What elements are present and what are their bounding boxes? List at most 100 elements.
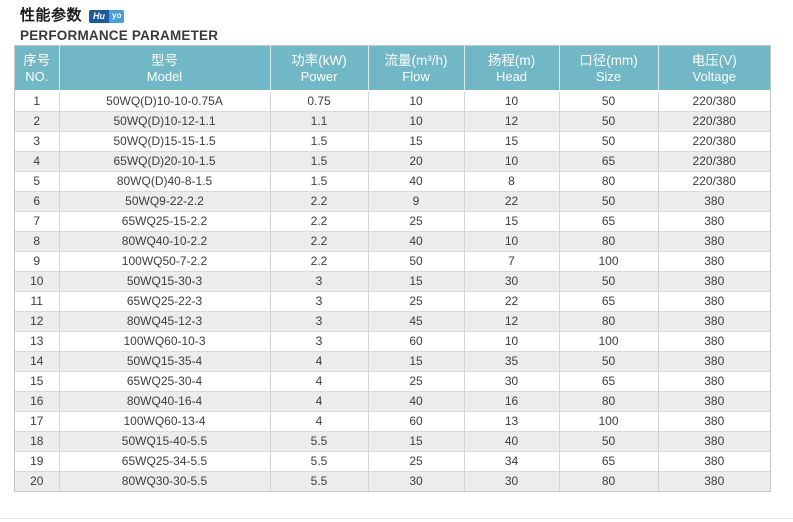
cell-model: 50WQ15-40-5.5: [59, 430, 271, 451]
cell-no: 9: [15, 250, 60, 271]
cell-flow: 9: [368, 190, 465, 211]
cell-size: 100: [559, 330, 659, 351]
cell-flow: 15: [368, 130, 465, 151]
cell-flow: 15: [368, 350, 465, 371]
cell-voltage: 380: [658, 350, 770, 371]
cell-power: 1.5: [270, 170, 369, 191]
cell-voltage: 380: [658, 270, 770, 291]
cell-voltage: 380: [658, 310, 770, 331]
cell-size: 50: [559, 190, 659, 211]
column-header-label-en: Head: [495, 68, 528, 84]
column-header-label-zh: 功率(kW): [291, 52, 347, 68]
cell-size: 50: [559, 350, 659, 371]
footer-divider-line: [0, 518, 793, 519]
cell-size: 50: [559, 130, 659, 151]
cell-model: 65WQ25-30-4: [59, 370, 271, 391]
cell-size: 80: [559, 390, 659, 411]
cell-power: 5.5: [270, 450, 369, 471]
cell-no: 8: [15, 230, 60, 251]
column-header-power: 功率(kW) Power: [270, 46, 369, 92]
cell-voltage: 380: [658, 290, 770, 311]
cell-head: 7: [464, 250, 560, 271]
table-row: 19 65WQ25-34-5.5 5.5 25 34 65 380: [15, 450, 770, 471]
table-row: 5 80WQ(D)40-8-1.5 1.5 40 8 80 220/380: [15, 170, 770, 191]
cell-flow: 50: [368, 250, 465, 271]
brand-logo-part1: Hu: [89, 9, 110, 23]
cell-head: 12: [464, 110, 560, 131]
column-header-label-zh: 扬程(m): [487, 52, 536, 68]
cell-model: 50WQ(D)10-10-0.75A: [59, 91, 271, 111]
cell-no: 4: [15, 150, 60, 171]
cell-head: 12: [464, 310, 560, 331]
cell-flow: 45: [368, 310, 465, 331]
table-row: 18 50WQ15-40-5.5 5.5 15 40 50 380: [15, 430, 770, 451]
cell-flow: 25: [368, 450, 465, 471]
cell-head: 10: [464, 330, 560, 351]
column-header-model: 型号 Model: [59, 46, 271, 92]
cell-model: 80WQ40-16-4: [59, 390, 271, 411]
cell-voltage: 380: [658, 470, 770, 491]
table-row: 13 100WQ60-10-3 3 60 10 100 380: [15, 330, 770, 351]
cell-head: 30: [464, 370, 560, 391]
cell-head: 30: [464, 270, 560, 291]
column-header-label-en: Voltage: [692, 68, 736, 84]
cell-size: 80: [559, 470, 659, 491]
brand-logo-part2: yo: [109, 9, 125, 23]
table-row: 11 65WQ25-22-3 3 25 22 65 380: [15, 290, 770, 311]
cell-no: 16: [15, 390, 60, 411]
cell-no: 2: [15, 110, 60, 131]
cell-model: 50WQ15-30-3: [59, 270, 271, 291]
table-row: 7 65WQ25-15-2.2 2.2 25 15 65 380: [15, 210, 770, 231]
cell-size: 65: [559, 210, 659, 231]
column-header-size: 口径(mm) Size: [559, 46, 659, 92]
column-header-label-zh: 型号: [151, 52, 178, 68]
cell-voltage: 380: [658, 250, 770, 271]
table-row: 12 80WQ45-12-3 3 45 12 80 380: [15, 310, 770, 331]
cell-no: 13: [15, 330, 60, 351]
column-header-head: 扬程(m) Head: [464, 46, 560, 92]
cell-model: 65WQ25-34-5.5: [59, 450, 271, 471]
cell-power: 1.5: [270, 130, 369, 151]
cell-flow: 20: [368, 150, 465, 171]
title-row: 性能参数 Hu yo: [20, 7, 793, 25]
cell-head: 35: [464, 350, 560, 371]
cell-model: 80WQ40-10-2.2: [59, 230, 271, 251]
cell-flow: 25: [368, 210, 465, 231]
cell-voltage: 220/380: [658, 170, 770, 191]
performance-table: 序号 NO. 型号 Model 功率(kW) Power 流量(m³/h) Flow 扬程(m)…: [15, 46, 770, 491]
cell-no: 5: [15, 170, 60, 191]
cell-no: 12: [15, 310, 60, 331]
cell-power: 3: [270, 290, 369, 311]
column-header-no: 序号 NO.: [15, 46, 60, 92]
column-header-label-zh: 流量(m³/h): [384, 52, 448, 68]
cell-model: 100WQ50-7-2.2: [59, 250, 271, 271]
cell-model: 80WQ(D)40-8-1.5: [59, 170, 271, 191]
cell-flow: 40: [368, 390, 465, 411]
cell-model: 80WQ30-30-5.5: [59, 470, 271, 491]
cell-model: 80WQ45-12-3: [59, 310, 271, 331]
cell-flow: 40: [368, 230, 465, 251]
cell-flow: 25: [368, 290, 465, 311]
cell-no: 14: [15, 350, 60, 371]
cell-head: 34: [464, 450, 560, 471]
cell-flow: 10: [368, 110, 465, 131]
cell-voltage: 220/380: [658, 150, 770, 171]
table-row: 6 50WQ9-22-2.2 2.2 9 22 50 380: [15, 190, 770, 211]
page-subtitle-en: PERFORMANCE PARAMETER: [20, 28, 219, 43]
cell-voltage: 380: [658, 190, 770, 211]
cell-head: 10: [464, 230, 560, 251]
cell-voltage: 380: [658, 210, 770, 231]
cell-size: 50: [559, 91, 659, 111]
table-header-row: 序号 NO. 型号 Model 功率(kW) Power 流量(m³/h) Flow 扬程(m)…: [15, 46, 770, 92]
cell-no: 3: [15, 130, 60, 151]
column-header-label-zh: 序号: [23, 52, 51, 68]
cell-power: 3: [270, 310, 369, 331]
brand-logo: Hu yo: [89, 9, 125, 23]
column-header-label-zh: 电压(V): [691, 52, 737, 68]
cell-size: 65: [559, 370, 659, 391]
cell-size: 80: [559, 230, 659, 251]
cell-size: 65: [559, 450, 659, 471]
cell-size: 80: [559, 310, 659, 331]
cell-voltage: 380: [658, 370, 770, 391]
